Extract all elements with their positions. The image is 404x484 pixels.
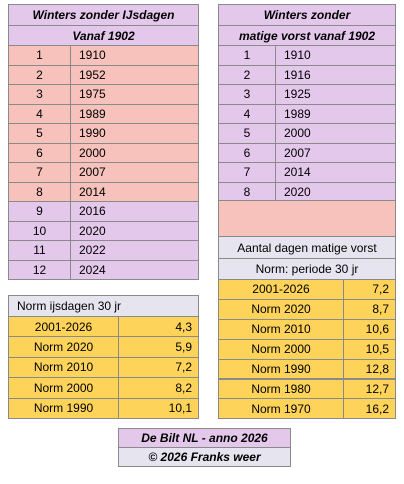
norm-label: Norm 1990 — [218, 358, 344, 380]
norm-subheader: Norm: periode 30 jr — [218, 258, 396, 280]
footer-line: © 2026 Franks weer — [118, 447, 291, 467]
year: 1975 — [70, 84, 199, 105]
rank: 2 — [8, 64, 71, 85]
table-title: Winters zonder — [218, 4, 396, 26]
year: 2020 — [70, 220, 199, 241]
rank: 2 — [218, 64, 276, 85]
norm-label: Norm 1970 — [218, 398, 344, 420]
norm-label: Norm 2000 — [8, 377, 119, 399]
year: 2000 — [70, 142, 199, 163]
norm-label: Norm 2000 — [218, 338, 344, 360]
rank: 3 — [8, 84, 71, 105]
norm-value: 12,7 — [343, 378, 396, 400]
rank: 9 — [8, 201, 71, 222]
rank: 6 — [218, 142, 276, 163]
norm-label: Norm 2020 — [218, 298, 344, 320]
empty-row — [218, 200, 396, 237]
norm-value: 8,2 — [118, 377, 199, 399]
norm-value: 8,7 — [343, 298, 396, 320]
norm-label: Norm 1980 — [218, 378, 344, 400]
rank: 10 — [8, 220, 71, 241]
rank: 12 — [8, 259, 71, 280]
year: 1925 — [275, 84, 396, 105]
rank: 8 — [218, 181, 276, 202]
table-title: Winters zonder IJsdagen — [8, 4, 199, 26]
norm-label: 2001-2026 — [218, 279, 344, 300]
rank: 4 — [218, 103, 276, 124]
norm-value: 5,9 — [118, 336, 199, 358]
norm-label: Norm 2020 — [8, 336, 119, 358]
rank: 4 — [8, 103, 71, 124]
year: 2007 — [275, 142, 396, 163]
year: 2020 — [275, 181, 396, 202]
norm-value: 7,2 — [343, 279, 396, 300]
year: 2014 — [70, 181, 199, 202]
norm-label: Norm 2010 — [218, 318, 344, 340]
table-subtitle: matige vorst vanaf 1902 — [218, 25, 396, 46]
year: 2022 — [70, 240, 199, 261]
year: 1989 — [275, 103, 396, 124]
rank: 7 — [8, 162, 71, 183]
norm-value: 10,5 — [343, 338, 396, 360]
year: 2014 — [275, 162, 396, 183]
rank: 5 — [218, 123, 276, 144]
table-subtitle: Vanaf 1902 — [8, 25, 199, 46]
rank: 1 — [218, 45, 276, 66]
year: 2000 — [275, 123, 396, 144]
rank: 7 — [218, 162, 276, 183]
rank: 3 — [218, 84, 276, 105]
rank: 1 — [8, 45, 71, 66]
year: 1910 — [275, 45, 396, 66]
year: 2007 — [70, 162, 199, 183]
year: 1989 — [70, 103, 199, 124]
norm-value: 4,3 — [118, 316, 199, 338]
year: 1910 — [70, 45, 199, 66]
year: 2024 — [70, 259, 199, 280]
year: 1916 — [275, 64, 396, 85]
rank: 11 — [8, 240, 71, 261]
rank: 5 — [8, 123, 71, 144]
year: 2016 — [70, 201, 199, 222]
footer-line: De Bilt NL - anno 2026 — [118, 428, 291, 448]
norm-label: Norm 2010 — [8, 356, 119, 379]
norm-value: 10,6 — [343, 318, 396, 340]
norm-value: 7,2 — [118, 356, 199, 379]
norm-value: 16,2 — [343, 398, 396, 420]
norm-label: Norm 1990 — [8, 397, 119, 419]
norm-value: 12,8 — [343, 358, 396, 380]
rank: 6 — [8, 142, 71, 163]
year: 1990 — [70, 123, 199, 144]
rank: 8 — [8, 181, 71, 202]
year: 1952 — [70, 64, 199, 85]
norm-header: Aantal dagen matige vorst — [218, 236, 396, 259]
norm-header: Norm ijsdagen 30 jr — [8, 295, 199, 317]
norm-label: 2001-2026 — [8, 316, 119, 338]
norm-value: 10,1 — [118, 397, 199, 419]
